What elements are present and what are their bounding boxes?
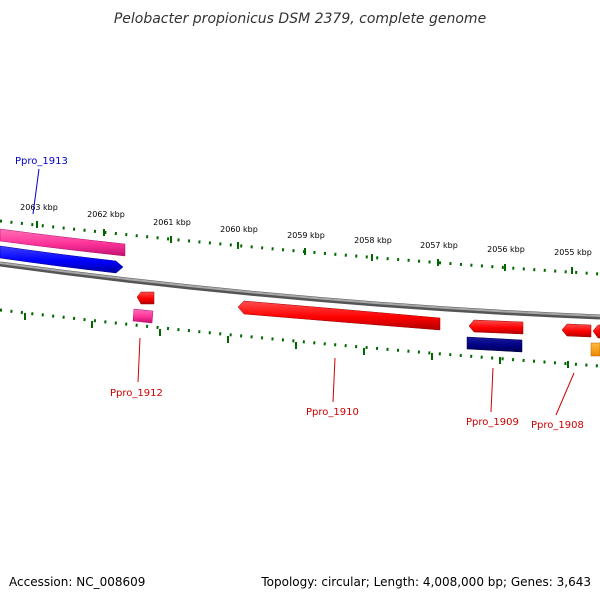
inner-tick-track bbox=[0, 308, 600, 368]
leader-ppro-1910 bbox=[332, 357, 336, 403]
tick-labels: 2063 kbp 2062 kbp 2061 kbp 2060 kbp 2059… bbox=[20, 203, 592, 257]
tick-label: 2059 kbp bbox=[287, 231, 325, 240]
gene-label-ppro-1910[interactable]: Ppro_1910 bbox=[306, 407, 359, 418]
gene-features bbox=[0, 228, 600, 357]
outer-tick-dots bbox=[0, 219, 600, 276]
gene-feature-ppro-1912[interactable] bbox=[132, 308, 154, 324]
gene-label-ppro-1908[interactable]: Ppro_1908 bbox=[531, 420, 584, 431]
tick-label: 2063 kbp bbox=[20, 203, 58, 212]
tick-label: 2062 kbp bbox=[87, 210, 125, 219]
gene-label-ppro-1913[interactable]: Ppro_1913 bbox=[15, 156, 68, 167]
accession-text: Accession: NC_008609 bbox=[9, 575, 145, 589]
tick-label: 2060 kbp bbox=[220, 225, 258, 234]
tick-label: 2058 kbp bbox=[354, 236, 392, 245]
tick-label: 2057 kbp bbox=[420, 241, 458, 250]
tick-label: 2061 kbp bbox=[153, 218, 191, 227]
gene-label-ppro-1909[interactable]: Ppro_1909 bbox=[466, 417, 519, 428]
outer-tick-track bbox=[0, 219, 600, 276]
gene-labels: Ppro_1913 Ppro_1912 Ppro_1910 Ppro_1909 … bbox=[15, 156, 584, 431]
major-ticks bbox=[36, 221, 573, 274]
leader-ppro-1912 bbox=[137, 337, 141, 383]
leader-ppro-1913 bbox=[32, 168, 40, 215]
gene-feature-edge-red[interactable] bbox=[592, 324, 600, 339]
genome-backbone bbox=[0, 261, 600, 320]
inner-major-ticks bbox=[24, 313, 569, 368]
genome-summary-text: Topology: circular; Length: 4,008,000 bp… bbox=[260, 575, 591, 589]
map-title: Pelobacter propionicus DSM 2379, complet… bbox=[114, 11, 486, 27]
leader-ppro-1908 bbox=[555, 372, 575, 416]
inner-tick-dots bbox=[0, 308, 600, 368]
gene-feature-ppro-1910[interactable] bbox=[237, 300, 441, 331]
gene-feature-pink[interactable] bbox=[0, 228, 126, 257]
leader-ppro-1909 bbox=[490, 367, 494, 413]
gene-feature-ppro-1908[interactable] bbox=[561, 323, 592, 338]
label-leaders bbox=[32, 168, 575, 416]
gene-feature-small-red[interactable] bbox=[136, 291, 155, 305]
gene-feature-ppro-1909[interactable] bbox=[468, 319, 524, 335]
gene-feature-ppro-1913[interactable] bbox=[0, 245, 124, 274]
tick-label: 2056 kbp bbox=[487, 245, 525, 254]
gene-label-ppro-1912[interactable]: Ppro_1912 bbox=[110, 388, 163, 399]
tick-label: 2055 kbp bbox=[554, 248, 592, 257]
gene-feature-navy[interactable] bbox=[466, 336, 523, 353]
gene-feature-orange[interactable] bbox=[590, 342, 600, 357]
